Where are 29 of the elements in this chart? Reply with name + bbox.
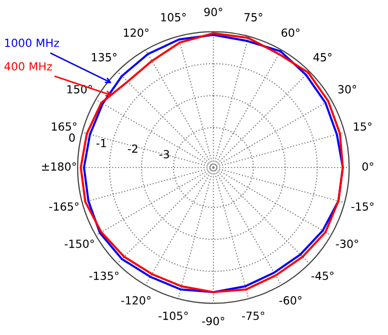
spoke-label: -30°: [336, 240, 358, 248]
spoke-label: -150°: [64, 240, 94, 248]
spoke-label: -45°: [311, 272, 334, 280]
spoke-label: 60°: [282, 28, 300, 37]
y-tick-label: -1: [96, 139, 106, 148]
spoke-label: 90°: [204, 8, 222, 16]
text: 400 MHz: [4, 62, 52, 71]
y-tick-label: -2: [128, 144, 138, 153]
spoke-label: 105°: [161, 13, 186, 22]
spoke-label: 45°: [313, 53, 332, 62]
y-tick-label: 0: [69, 133, 75, 142]
spoke-label: -90°: [202, 316, 224, 326]
spoke-label: 15°: [354, 122, 372, 131]
text: 1000 MHz: [5, 38, 59, 48]
spoke-label: ±180°: [42, 162, 76, 171]
spoke-label: 75°: [244, 13, 262, 22]
spoke-label: -75°: [242, 312, 264, 320]
spoke-label: -120°: [121, 296, 150, 305]
spoke-label: 0°: [362, 162, 374, 171]
spoke-label: 30°: [338, 85, 356, 94]
y-tick-label: -3: [159, 150, 170, 158]
spoke-label: -135°: [89, 272, 118, 280]
spoke-label: 135°: [92, 53, 116, 62]
spoke-label: 165°: [52, 122, 76, 131]
spoke-label: -105°: [158, 312, 188, 320]
spoke-label: -60°: [279, 296, 302, 305]
spoke-label: 120°: [124, 28, 148, 37]
spoke-label: -165°: [49, 202, 78, 211]
spoke-label: -15°: [351, 202, 374, 211]
